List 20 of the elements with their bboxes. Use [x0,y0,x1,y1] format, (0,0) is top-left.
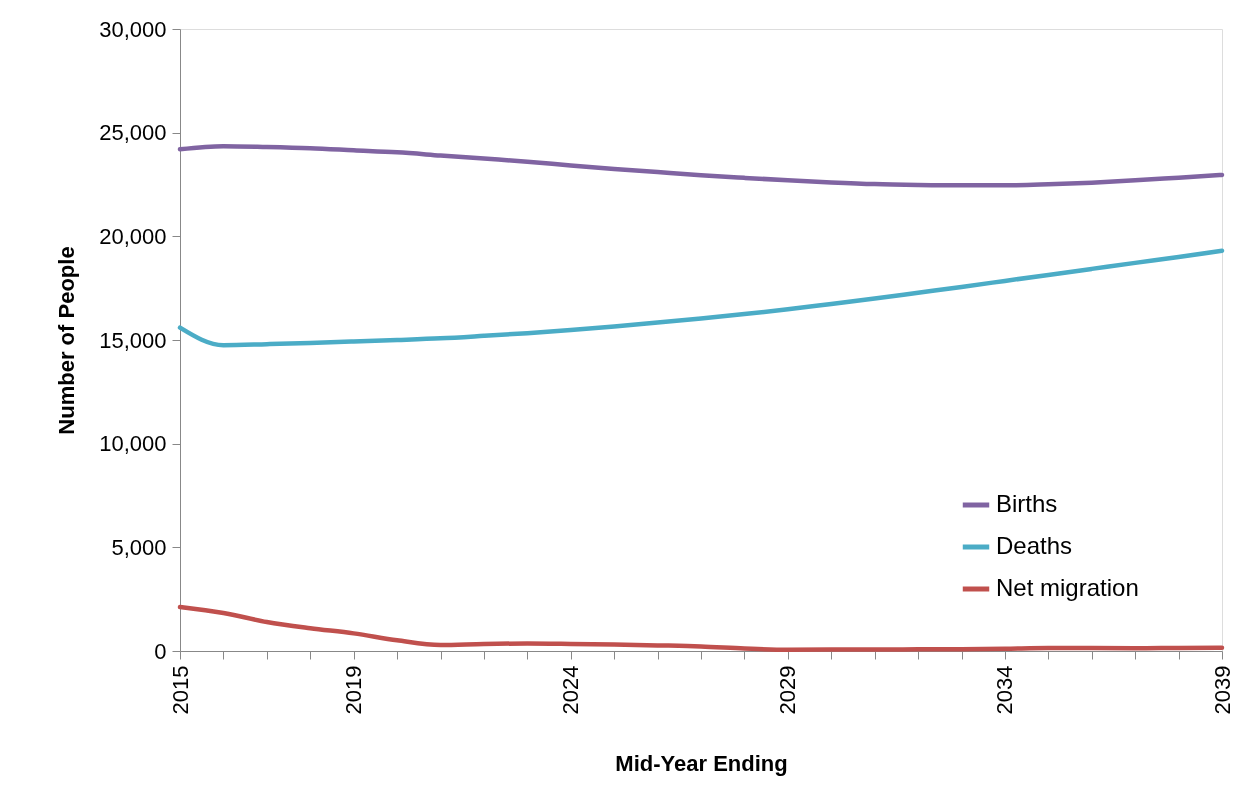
x-tick-label: 2019 [341,665,367,715]
line-series [177,248,1225,348]
x-tick-label: 2034 [992,665,1018,715]
y-tick-label: 25,000 [99,120,167,146]
x-tick-label: 2024 [558,665,584,715]
x-tick-label: 2029 [775,665,801,715]
legend-label: Births [996,490,1058,517]
y-tick-label: 5,000 [111,534,167,560]
line-series [177,143,1225,188]
x-tick-label: 2039 [1209,665,1235,715]
y-axis-title: Number of People [54,246,80,435]
y-tick-label: 30,000 [99,16,167,42]
legend-label: Deaths [996,532,1073,559]
y-tick-label: 10,000 [99,431,167,457]
x-tick-label: 2015 [167,665,193,715]
y-tick-label: 20,000 [99,223,167,249]
legend-label: Net migration [996,574,1139,601]
y-tick-label: 15,000 [99,327,167,353]
y-tick-label: 0 [154,638,167,664]
x-axis-title: Mid-Year Ending [615,751,788,777]
